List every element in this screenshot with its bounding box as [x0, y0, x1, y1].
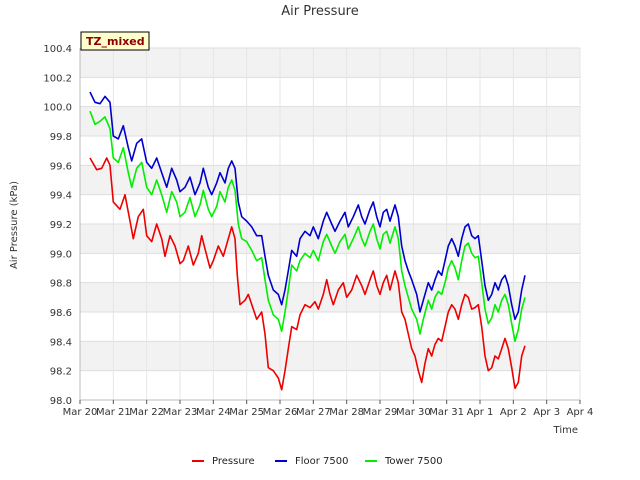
x-tick-label: Mar 22 — [129, 407, 164, 418]
timezone-badge: TZ_mixed — [80, 31, 150, 51]
grid-band — [80, 106, 580, 136]
y-tick-label: 98.4 — [50, 337, 72, 348]
x-tick-label: Mar 30 — [396, 407, 431, 418]
y-tick-label: 99.8 — [50, 132, 72, 143]
grid-band — [80, 282, 580, 312]
x-tick-label: Mar 28 — [329, 407, 364, 418]
grid-band — [80, 165, 580, 195]
y-tick-label: 99.4 — [50, 191, 72, 202]
y-tick-label: 100.2 — [43, 73, 72, 84]
x-tick-label: Mar 26 — [263, 407, 298, 418]
grid-band — [80, 77, 580, 107]
grid-band — [80, 136, 580, 166]
y-tick-label: 100.4 — [43, 44, 72, 55]
axes — [79, 48, 580, 401]
x-tick-label: Mar 31 — [429, 407, 464, 418]
x-tick-label: Mar 25 — [229, 407, 264, 418]
y-axis-label: Air Pressure (kPa) — [9, 181, 20, 269]
x-tick-label: Apr 3 — [533, 407, 560, 418]
y-tick-label: 98.8 — [50, 279, 72, 290]
legend-label: Floor 7500 — [295, 456, 349, 467]
chart-title: Air Pressure — [281, 4, 359, 19]
series-line-pressure — [89, 157, 526, 391]
legend-label: Tower 7500 — [384, 456, 443, 467]
y-tick-label: 98.0 — [50, 396, 72, 407]
x-tick-label: Mar 24 — [196, 407, 231, 418]
series-line-tower-7500 — [89, 110, 526, 343]
badge-label: TZ_mixed — [86, 35, 145, 48]
grid-band — [80, 253, 580, 283]
x-tick-label: Mar 27 — [296, 407, 331, 418]
badge-box — [80, 31, 150, 51]
grid-band — [80, 312, 580, 342]
y-tick-label: 98.6 — [50, 308, 72, 319]
grid-lines — [79, 47, 581, 401]
x-tick-label: Apr 4 — [567, 407, 594, 418]
y-tick-label: 99.0 — [50, 249, 72, 260]
grid-band — [80, 370, 580, 400]
y-tick-label: 99.6 — [50, 161, 72, 172]
y-tick-label: 99.2 — [50, 220, 72, 231]
x-tick-label: Mar 21 — [96, 407, 131, 418]
y-tick-label: 98.2 — [50, 367, 72, 378]
x-tick-label: Mar 20 — [63, 407, 98, 418]
grid-band — [80, 341, 580, 371]
y-axis-ticks: 98.0 98.2 98.4 98.6 98.8 99.0 99.2 99.4 99.6 99.8… — [43, 44, 72, 407]
legend-label: Pressure — [212, 456, 255, 467]
legend: Pressure Floor 7500 Tower 7500 — [192, 456, 443, 467]
grid-band — [80, 48, 580, 78]
x-axis-label: Time — [553, 425, 578, 436]
y-tick-label: 100.0 — [43, 103, 72, 114]
series-layer — [89, 91, 526, 391]
x-tick-label: Apr 2 — [500, 407, 527, 418]
x-tick-label: Mar 23 — [163, 407, 198, 418]
x-tick-label: Mar 29 — [363, 407, 398, 418]
series-line-floor-7500 — [89, 91, 526, 321]
x-tick-label: Apr 1 — [467, 407, 494, 418]
